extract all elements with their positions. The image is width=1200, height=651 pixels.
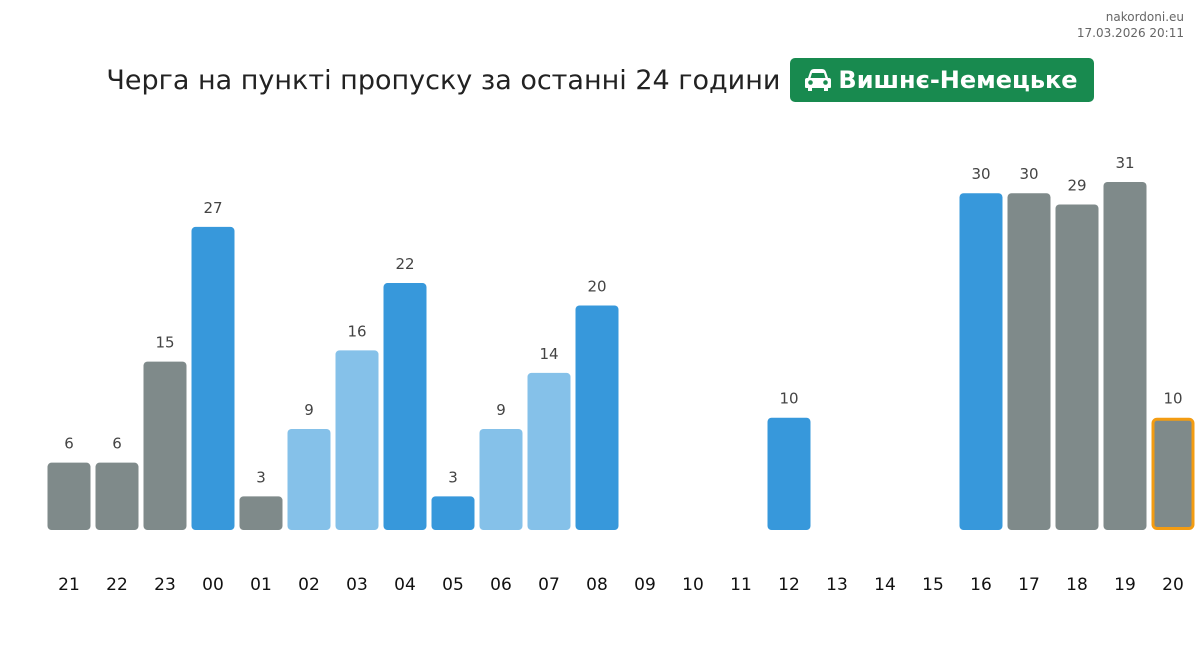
bar-12 xyxy=(767,417,811,530)
value-label-20: 10 xyxy=(1163,390,1182,408)
value-label-01: 3 xyxy=(256,468,266,486)
tick-label-23: 23 xyxy=(154,575,176,595)
value-label-06: 9 xyxy=(496,401,506,419)
tick-label-06: 06 xyxy=(490,575,512,595)
checkpoint-badge: Вишнє-Немецьке xyxy=(790,58,1094,102)
bar-07 xyxy=(527,372,571,530)
bar-19 xyxy=(1103,182,1147,530)
tick-label-20: 20 xyxy=(1162,575,1184,595)
value-label-03: 16 xyxy=(347,322,366,340)
tick-label-21: 21 xyxy=(58,575,80,595)
bar-16 xyxy=(959,193,1003,530)
tick-label-15: 15 xyxy=(922,575,944,595)
chart-header: Черга на пункті пропуску за останні 24 г… xyxy=(0,58,1200,102)
value-label-17: 30 xyxy=(1019,165,1038,183)
bar-04 xyxy=(383,283,427,530)
value-label-23: 15 xyxy=(155,334,174,352)
bar-22 xyxy=(95,462,139,530)
tick-label-03: 03 xyxy=(346,575,368,595)
tick-label-05: 05 xyxy=(442,575,464,595)
tick-label-01: 01 xyxy=(250,575,272,595)
tick-label-14: 14 xyxy=(874,575,896,595)
bar-00 xyxy=(191,226,235,530)
value-label-12: 10 xyxy=(779,390,798,408)
bar-21 xyxy=(47,462,91,530)
tick-label-00: 00 xyxy=(202,575,224,595)
car-icon xyxy=(804,68,832,92)
bar-08 xyxy=(575,305,619,530)
tick-label-11: 11 xyxy=(730,575,752,595)
bar-06 xyxy=(479,428,523,530)
value-label-02: 9 xyxy=(304,401,314,419)
bar-01 xyxy=(239,496,283,530)
value-label-04: 22 xyxy=(395,255,414,273)
tick-label-19: 19 xyxy=(1114,575,1136,595)
bar-03 xyxy=(335,350,379,530)
tick-label-17: 17 xyxy=(1018,575,1040,595)
value-label-19: 31 xyxy=(1115,154,1134,172)
tick-label-16: 16 xyxy=(970,575,992,595)
value-label-18: 29 xyxy=(1067,176,1086,194)
bar-02 xyxy=(287,428,331,530)
bar-18 xyxy=(1055,204,1099,531)
value-label-00: 27 xyxy=(203,199,222,217)
value-label-08: 20 xyxy=(587,277,606,295)
value-label-21: 6 xyxy=(64,435,74,453)
tick-label-02: 02 xyxy=(298,575,320,595)
tick-label-13: 13 xyxy=(826,575,848,595)
bar-17 xyxy=(1007,193,1051,530)
bar-05 xyxy=(431,496,475,530)
tick-label-07: 07 xyxy=(538,575,560,595)
bar-23 xyxy=(143,361,187,530)
chart-title: Черга на пункті пропуску за останні 24 г… xyxy=(106,64,781,96)
tick-label-09: 09 xyxy=(634,575,656,595)
value-label-16: 30 xyxy=(971,165,990,183)
checkpoint-name: Вишнє-Немецьке xyxy=(838,66,1078,94)
value-label-22: 6 xyxy=(112,435,122,453)
bar-20 xyxy=(1151,417,1195,531)
tick-label-12: 12 xyxy=(778,575,800,595)
timestamp: 17.03.2026 20:11 xyxy=(1076,26,1184,40)
value-label-05: 3 xyxy=(448,468,458,486)
tick-label-22: 22 xyxy=(106,575,128,595)
tick-label-08: 08 xyxy=(586,575,608,595)
tick-label-10: 10 xyxy=(682,575,704,595)
value-label-07: 14 xyxy=(539,345,558,363)
site-name: nakordoni.eu xyxy=(1105,10,1184,24)
brand-block: nakordoni.eu 17.03.2026 20:11 xyxy=(1077,9,1184,41)
tick-label-04: 04 xyxy=(394,575,416,595)
tick-label-18: 18 xyxy=(1066,575,1088,595)
